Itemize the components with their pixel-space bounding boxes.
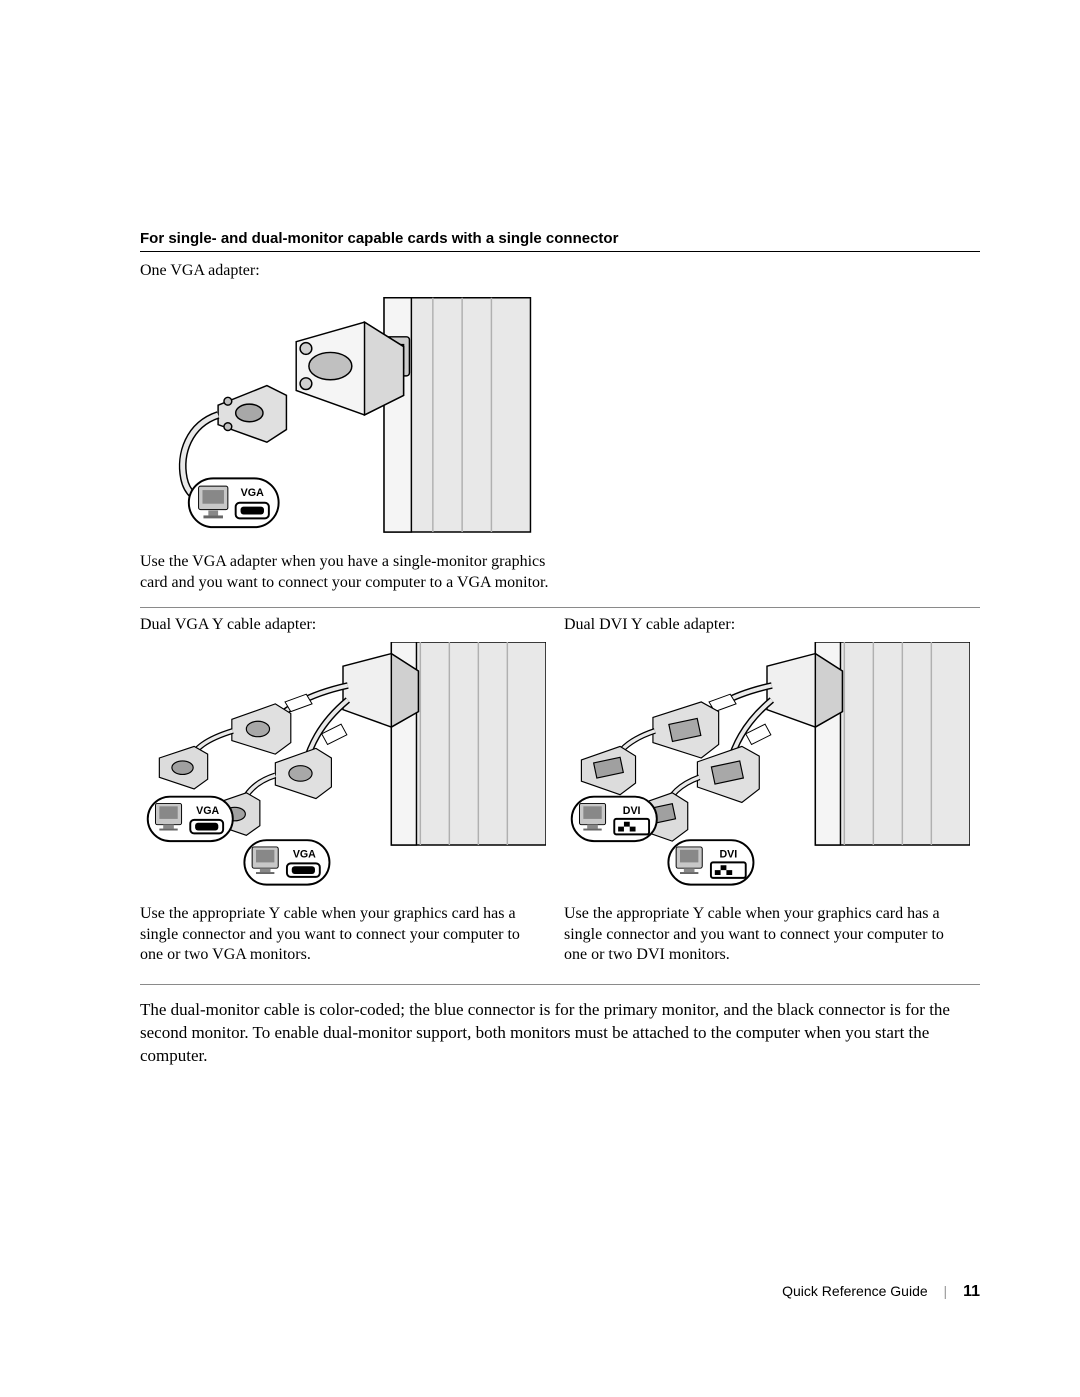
row-single-vga: One VGA adapter: xyxy=(140,262,980,593)
dual-vga-badge1: VGA xyxy=(196,805,219,817)
footer-title: Quick Reference Guide xyxy=(782,1283,928,1299)
dual-dvi-desc: Use the appropriate Y cable when your gr… xyxy=(564,904,970,966)
row-dual: Dual VGA Y cable adapter: xyxy=(140,607,980,966)
single-vga-label: One VGA adapter: xyxy=(140,262,550,280)
footer-page-number: 11 xyxy=(963,1283,980,1300)
page-footer: Quick Reference Guide | 11 xyxy=(782,1283,980,1301)
dual-vga-illustration: VGA VGA xyxy=(140,642,546,893)
section-heading: For single- and dual-monitor capable car… xyxy=(140,230,980,252)
dual-vga-badge2: VGA xyxy=(293,849,316,861)
dual-vga-label: Dual VGA Y cable adapter: xyxy=(140,616,546,634)
dual-vga-desc: Use the appropriate Y cable when your gr… xyxy=(140,904,546,966)
footer-separator: | xyxy=(944,1283,948,1299)
dual-dvi-badge2: DVI xyxy=(719,849,737,861)
cell-single-vga: One VGA adapter: xyxy=(140,262,560,593)
dual-dvi-illustration: DVI DVI xyxy=(564,642,970,893)
bottom-note: The dual-monitor cable is color-coded; t… xyxy=(140,984,980,1068)
cell-dual-dvi: Dual DVI Y cable adapter: xyxy=(564,616,980,966)
single-vga-illustration: VGA xyxy=(140,288,550,542)
dual-dvi-badge1: DVI xyxy=(623,805,641,817)
cell-dual-vga: Dual VGA Y cable adapter: xyxy=(140,616,556,966)
dual-dvi-label: Dual DVI Y cable adapter: xyxy=(564,616,970,634)
vga-badge-label: VGA xyxy=(241,487,264,499)
single-vga-desc: Use the VGA adapter when you have a sing… xyxy=(140,552,550,594)
